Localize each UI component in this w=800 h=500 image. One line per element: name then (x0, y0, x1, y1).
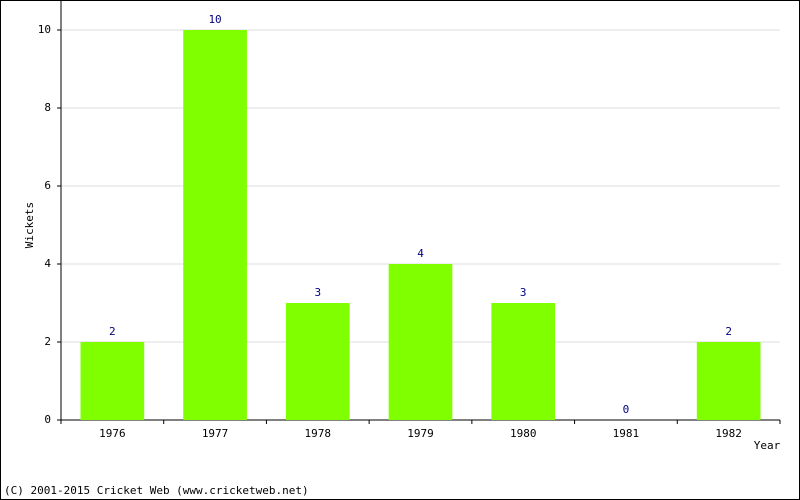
value-label: 3 (520, 286, 527, 299)
x-tick-label: 1976 (99, 427, 126, 440)
x-tick-label: 1977 (202, 427, 229, 440)
value-label: 10 (208, 13, 221, 26)
bar (285, 303, 350, 420)
value-label: 0 (623, 403, 630, 416)
footer: (C) 2001-2015 Cricket Web (www.cricketwe… (4, 484, 309, 497)
y-tick-label: 8 (44, 101, 51, 114)
x-tick-label: 1979 (407, 427, 434, 440)
bar (696, 342, 761, 420)
y-tick-label: 0 (44, 413, 51, 426)
value-label: 3 (314, 286, 321, 299)
y-tick-label: 4 (44, 257, 51, 270)
y-axis-label: Wickets (23, 202, 36, 248)
bar (388, 264, 453, 420)
x-axis-label: Year (754, 439, 781, 452)
bar (183, 30, 247, 420)
y-tick-label: 2 (44, 335, 51, 348)
value-label: 4 (417, 247, 424, 260)
y-tick-label: 6 (44, 179, 51, 192)
y-tick-label: 10 (38, 23, 51, 36)
x-tick-label: 1980 (510, 427, 537, 440)
x-tick-label: 1978 (305, 427, 332, 440)
value-label: 2 (109, 325, 116, 338)
bar (491, 303, 556, 420)
bar (80, 342, 145, 420)
x-tick-label: 1981 (613, 427, 640, 440)
value-label: 2 (725, 325, 732, 338)
x-tick-label: 1982 (715, 427, 742, 440)
